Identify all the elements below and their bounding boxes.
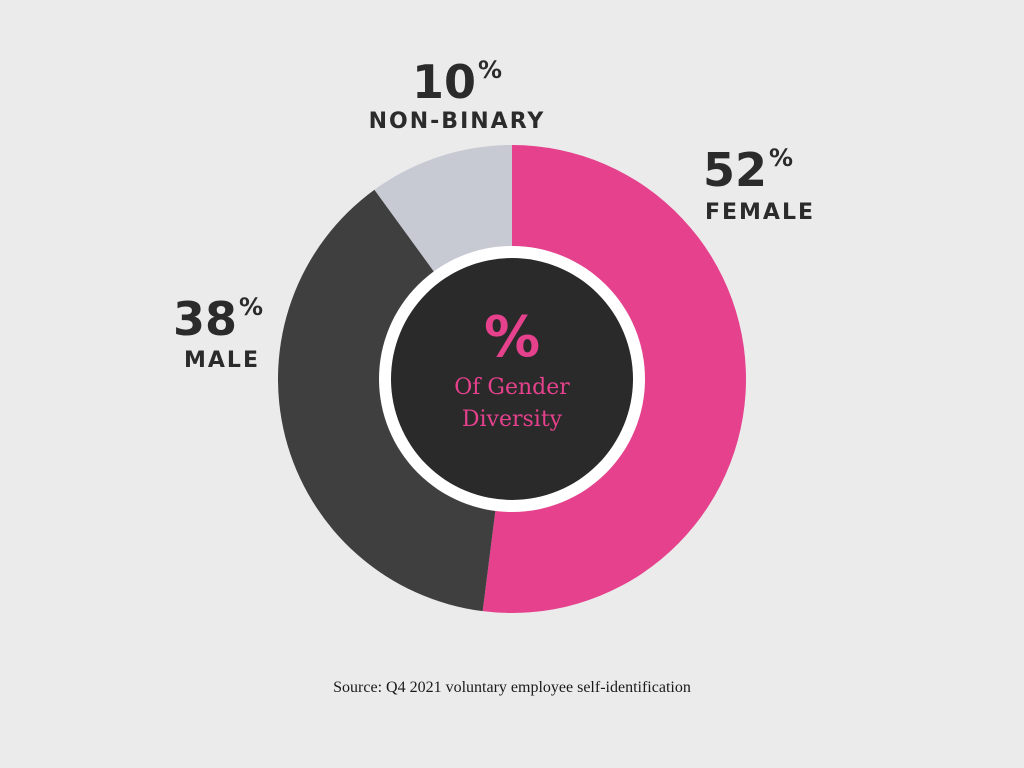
percent-sign-male: % bbox=[239, 293, 263, 321]
source-note: Source: Q4 2021 voluntary employee self-… bbox=[333, 679, 691, 696]
slice-labels: 52 % FEMALE 38 % MALE 10 % NON-BINARY bbox=[173, 55, 815, 373]
category-label-non-binary: NON-BINARY bbox=[369, 109, 546, 134]
value-label-male: 38 bbox=[173, 292, 237, 346]
value-label-female: 52 bbox=[703, 143, 767, 197]
category-label-female: FEMALE bbox=[705, 200, 815, 225]
center-circle bbox=[391, 258, 633, 500]
center-percent-symbol: % bbox=[484, 305, 540, 370]
center-title-line2: Diversity bbox=[462, 407, 563, 432]
percent-sign-female: % bbox=[769, 144, 793, 172]
center-title-line1: Of Gender bbox=[454, 375, 570, 400]
value-label-non-binary: 10 bbox=[412, 55, 476, 109]
category-label-male: MALE bbox=[184, 348, 260, 373]
percent-sign-non-binary: % bbox=[478, 56, 502, 84]
